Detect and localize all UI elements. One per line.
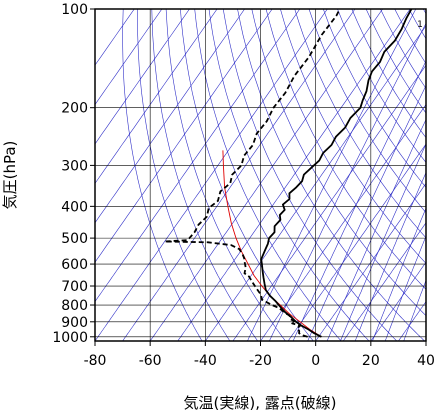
profiles xyxy=(163,9,413,338)
dry-adiabat-line xyxy=(280,9,426,264)
isotherm-line xyxy=(287,143,426,341)
isotherm-line xyxy=(95,9,245,224)
dry-adiabat-line xyxy=(151,9,258,341)
isotherm-line xyxy=(95,9,301,303)
axis-ticks: -80 -60 -40 -20 0 20 40 100 200 300 400 500 600 700 80… xyxy=(52,2,435,369)
dry-adiabat-line xyxy=(208,9,370,341)
mixing-ratio-line xyxy=(372,207,426,341)
y-tick-label: 1000 xyxy=(52,330,88,346)
isotherm-line xyxy=(122,9,356,341)
y-axis-title: 気圧(hPa) xyxy=(1,141,19,210)
mixing-ratio-line xyxy=(292,60,426,341)
mixing-ratio-label: 1 xyxy=(417,20,423,30)
isotherm-line xyxy=(149,9,383,341)
mixing-ratio-line xyxy=(307,84,426,341)
y-tick-label: 300 xyxy=(61,158,88,174)
mixing-ratio-line xyxy=(340,143,426,341)
isotherm-line xyxy=(370,261,426,341)
isotherm-line xyxy=(205,25,426,341)
mixing-ratio-line xyxy=(384,235,426,341)
dry-adiabat-line xyxy=(394,9,426,65)
mixing-ratio-labels: 15101520g xyxy=(417,20,423,30)
mixing-ratio-line xyxy=(326,118,426,341)
isotherm-line xyxy=(177,9,411,341)
isotherm-line xyxy=(95,9,328,341)
dry-adiabat-line xyxy=(323,9,426,188)
x-tick-label: 40 xyxy=(417,353,435,369)
dry-adiabat-line xyxy=(180,9,314,341)
dry-adiabat-line xyxy=(294,9,426,239)
grid-lines xyxy=(95,9,426,341)
dry-adiabat-line xyxy=(380,9,426,89)
dry-adiabat-line xyxy=(122,9,203,341)
dry-adiabat-line xyxy=(222,9,397,341)
x-tick-label: -60 xyxy=(139,353,162,369)
x-tick-label: 0 xyxy=(311,353,320,369)
dry-adiabat-line xyxy=(237,9,425,341)
mixing-ratio-line xyxy=(247,9,417,341)
y-tick-label: 700 xyxy=(61,279,88,295)
y-tick-label: 800 xyxy=(61,298,88,314)
isotherm-line xyxy=(260,104,426,341)
parcel-profile-line xyxy=(222,150,322,338)
dry-adiabat-line xyxy=(351,9,426,139)
isotherm-line xyxy=(343,222,426,341)
x-tick-label: -20 xyxy=(249,353,272,369)
isotherm-line xyxy=(315,182,426,341)
isotherm-line xyxy=(95,9,273,263)
isotherm-line xyxy=(398,301,426,341)
isotherm-line xyxy=(425,340,426,341)
dry-adiabat-line xyxy=(251,9,426,317)
isotherm-line xyxy=(95,9,218,184)
y-tick-label: 600 xyxy=(61,257,88,273)
y-tick-label: 500 xyxy=(61,231,88,247)
x-tick-label: -40 xyxy=(194,353,217,369)
y-tick-label: 400 xyxy=(61,199,88,215)
isotherm-line xyxy=(95,9,190,145)
dry-adiabat-line xyxy=(265,9,426,290)
dry-adiabat-line xyxy=(137,9,231,341)
dry-adiabat-line xyxy=(337,9,426,164)
dry-adiabat-line xyxy=(408,9,426,40)
mixing-ratio-line xyxy=(354,171,426,341)
dry-adiabat-line xyxy=(165,9,286,341)
dewpoint-profile-line xyxy=(163,9,341,338)
x-tick-label: -80 xyxy=(84,353,107,369)
isotherm-line xyxy=(232,64,426,341)
x-tick-label: 20 xyxy=(362,353,380,369)
x-axis-title: 気温(実線), 露点(破線) xyxy=(184,394,337,411)
y-tick-label: 200 xyxy=(61,101,88,117)
temperature-profile-line xyxy=(260,9,413,338)
background-lines xyxy=(95,9,426,341)
mixing-ratio-line xyxy=(269,22,426,341)
dry-adiabat-line xyxy=(194,9,342,341)
mixing-ratio-line xyxy=(403,279,426,341)
y-tick-label: 100 xyxy=(61,2,88,18)
y-tick-label: 900 xyxy=(61,315,88,331)
dry-adiabat-line xyxy=(308,9,426,214)
